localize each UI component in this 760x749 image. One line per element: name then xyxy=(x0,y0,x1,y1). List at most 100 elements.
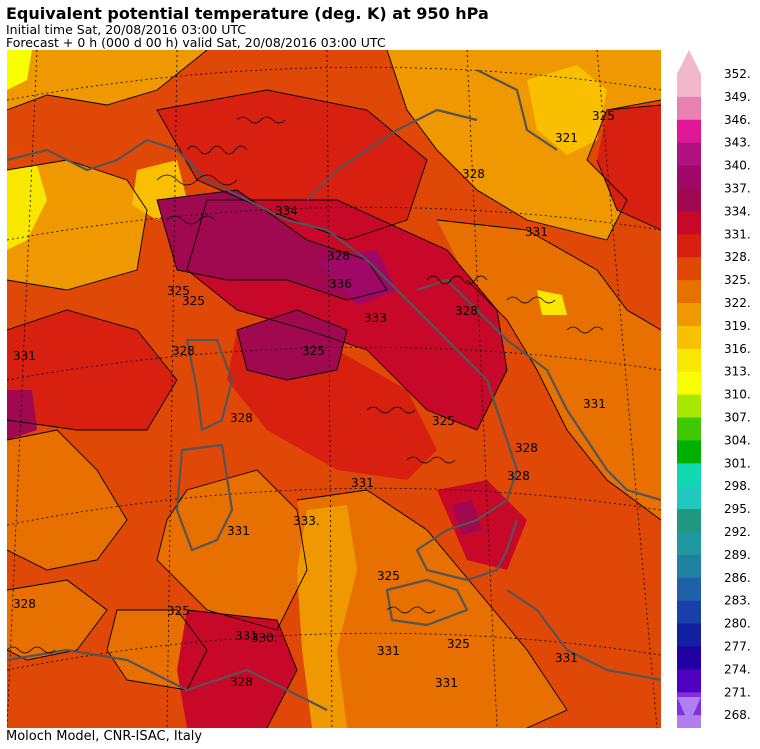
legend-label: 337. xyxy=(724,182,751,196)
legend-swatch xyxy=(677,257,701,281)
contour-label: 325 xyxy=(432,414,455,428)
legend-label: 286. xyxy=(724,571,751,585)
contour-label: 333 xyxy=(364,311,387,325)
legend-label: 301. xyxy=(724,456,751,470)
legend-swatch xyxy=(677,165,701,189)
initial-time: Initial time Sat, 20/08/2016 03:00 UTC xyxy=(6,22,247,37)
contour-label: 334 xyxy=(275,204,298,218)
contour-label: 325 xyxy=(182,294,205,308)
contour-label: 333. xyxy=(293,514,320,528)
field-region xyxy=(437,220,661,520)
legend-swatch xyxy=(677,623,701,647)
legend-label: 304. xyxy=(724,433,751,447)
contour-label: 328 xyxy=(230,411,253,425)
contour-label: 331 xyxy=(351,476,374,490)
forecast-valid-time: Forecast + 0 h (000 d 00 h) valid Sat, 2… xyxy=(6,35,386,50)
legend-swatch xyxy=(677,325,701,350)
legend-swatch xyxy=(677,142,701,167)
field-region xyxy=(597,105,661,230)
contour-label: 328 xyxy=(13,597,36,611)
field-region xyxy=(527,65,607,155)
legend-swatch xyxy=(677,577,701,602)
field-region xyxy=(7,430,127,570)
legend-swatch xyxy=(677,188,701,212)
contour-label: 328 xyxy=(462,167,485,181)
legend-label: 298. xyxy=(724,479,751,493)
contour-label: 321 xyxy=(555,131,578,145)
contour-label: 328 xyxy=(455,304,478,318)
contour-label: 328 xyxy=(172,344,195,358)
contour-label: 331 xyxy=(525,225,548,239)
contour-label: 331 xyxy=(555,651,578,665)
legend-swatch xyxy=(677,417,701,441)
legend-label: 307. xyxy=(724,411,751,425)
field-region xyxy=(7,165,47,250)
legend-label: 316. xyxy=(724,342,751,356)
legend-label: 331. xyxy=(724,227,751,241)
field-region xyxy=(7,50,207,110)
legend-swatch xyxy=(677,532,701,556)
chart-title: Equivalent potential temperature (deg. K… xyxy=(6,4,489,23)
legend-label: 280. xyxy=(724,617,751,631)
contour-label: 331 xyxy=(435,676,458,690)
contour-label: 325 xyxy=(592,109,615,123)
legend-label: 349. xyxy=(724,90,751,104)
legend-label: 352. xyxy=(724,67,751,81)
contour-label: 325 xyxy=(302,344,325,358)
legend-swatch xyxy=(677,119,701,144)
legend-swatch xyxy=(677,440,701,464)
field-region xyxy=(7,390,37,440)
contour-label: 325 xyxy=(167,604,190,618)
legend-swatch xyxy=(677,646,701,670)
legend-swatch xyxy=(677,96,701,121)
legend-swatch xyxy=(677,394,701,418)
legend-top-arrow xyxy=(677,50,701,74)
contour-label: 331 xyxy=(235,629,258,643)
legend-label: 283. xyxy=(724,594,751,608)
legend-swatch xyxy=(677,303,701,327)
contour-lines xyxy=(7,50,661,728)
legend-label: 340. xyxy=(724,159,751,173)
field-region xyxy=(297,490,567,728)
legend-label: 319. xyxy=(724,319,751,333)
contour-label: 331 xyxy=(583,397,606,411)
legend-label: 274. xyxy=(724,662,751,676)
legend-label: 271. xyxy=(724,685,751,699)
legend-swatch xyxy=(677,348,701,373)
field-region xyxy=(317,250,397,305)
contour-label: 331 xyxy=(13,349,36,363)
legend-label: 343. xyxy=(724,136,751,150)
legend-swatch xyxy=(677,74,701,98)
contour-label: 325 xyxy=(377,569,400,583)
coastlines xyxy=(7,69,661,711)
contour-label: 328 xyxy=(327,249,350,263)
contour-label: 331 xyxy=(227,524,250,538)
legend-swatch xyxy=(677,280,701,304)
legend-bottom-arrow xyxy=(677,697,701,724)
legend-swatch xyxy=(677,509,701,533)
legend-swatch xyxy=(677,669,701,693)
legend-swatch xyxy=(677,600,701,625)
contour-label: 325 xyxy=(167,284,190,298)
color-legend: 352. 349. 346. 343. 340. 337. 334. 331. 328. 325.… xyxy=(677,50,751,728)
legend-label: 289. xyxy=(724,548,751,562)
legend-swatch xyxy=(677,211,701,235)
legend-label: 334. xyxy=(724,204,751,218)
field-region xyxy=(157,90,427,240)
field-region xyxy=(177,610,297,728)
field-region xyxy=(237,310,347,380)
contour-label: 328 xyxy=(230,675,253,689)
legend-label: 277. xyxy=(724,640,751,654)
model-credit: Moloch Model, CNR-ISAC, Italy xyxy=(6,729,203,744)
legend-label: 292. xyxy=(724,525,751,539)
field-region xyxy=(7,50,32,90)
field-region xyxy=(297,505,357,728)
terrain-contours xyxy=(7,116,604,654)
legend-swatch xyxy=(677,371,701,396)
field-region xyxy=(7,580,107,660)
graticule xyxy=(7,50,661,728)
contour-label: 331 xyxy=(377,644,400,658)
legend-swatch xyxy=(677,463,701,487)
legend-swatch xyxy=(677,486,701,510)
